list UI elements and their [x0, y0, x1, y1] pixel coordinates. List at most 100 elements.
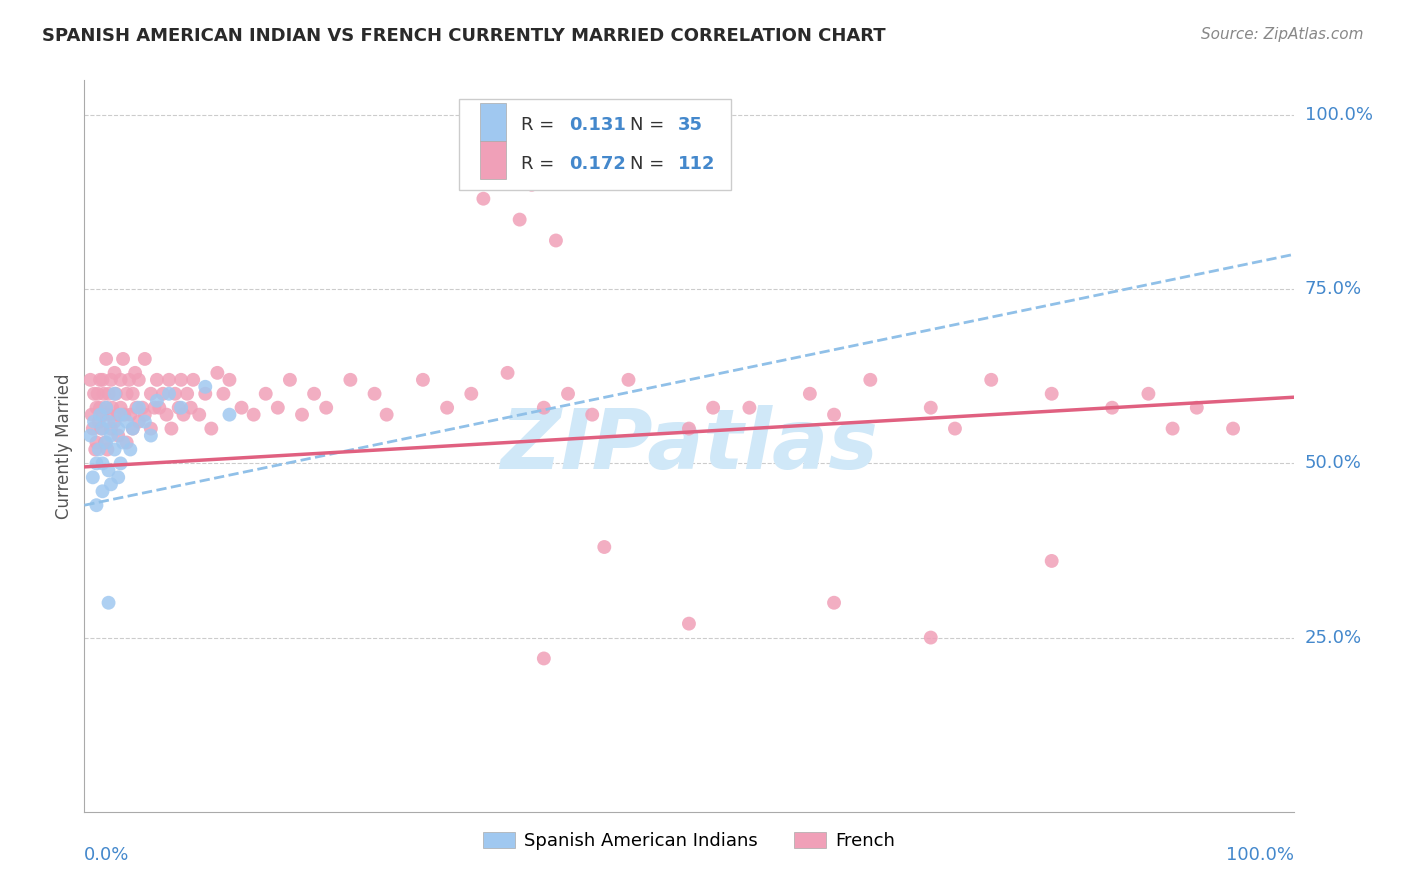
- Point: [100, 477, 122, 491]
- Point: [617, 373, 640, 387]
- Point: [242, 408, 264, 422]
- Point: [107, 470, 129, 484]
- Point: [104, 415, 127, 429]
- Point: [472, 192, 495, 206]
- Point: [139, 428, 162, 442]
- Point: [170, 401, 193, 415]
- Point: [86, 435, 108, 450]
- Text: N =: N =: [630, 155, 669, 173]
- Point: [267, 401, 290, 415]
- Point: [412, 373, 434, 387]
- Point: [231, 401, 253, 415]
- Text: 75.0%: 75.0%: [1305, 280, 1362, 298]
- Point: [920, 631, 942, 645]
- Text: 0.131: 0.131: [569, 117, 626, 135]
- Point: [104, 442, 127, 457]
- Point: [520, 178, 543, 192]
- Point: [363, 386, 385, 401]
- Text: 100.0%: 100.0%: [1305, 106, 1372, 124]
- Text: Source: ZipAtlas.com: Source: ZipAtlas.com: [1201, 27, 1364, 42]
- Point: [180, 401, 202, 415]
- Point: [173, 408, 195, 422]
- Point: [859, 373, 882, 387]
- Point: [104, 386, 127, 401]
- Point: [943, 421, 966, 435]
- Point: [218, 408, 240, 422]
- Point: [112, 351, 135, 366]
- Point: [157, 386, 180, 401]
- Point: [157, 373, 180, 387]
- Point: [823, 596, 845, 610]
- Point: [94, 401, 117, 415]
- Point: [188, 408, 211, 422]
- Point: [165, 386, 187, 401]
- Point: [1222, 421, 1244, 435]
- Text: 50.0%: 50.0%: [1305, 454, 1361, 473]
- Point: [118, 373, 141, 387]
- Point: [91, 373, 114, 387]
- Point: [738, 401, 761, 415]
- Legend: Spanish American Indians, French: Spanish American Indians, French: [475, 825, 903, 857]
- Point: [110, 408, 132, 422]
- Point: [170, 373, 193, 387]
- Point: [112, 408, 135, 422]
- Point: [110, 373, 132, 387]
- Text: N =: N =: [630, 117, 669, 135]
- Point: [702, 401, 724, 415]
- Text: SPANISH AMERICAN INDIAN VS FRENCH CURRENTLY MARRIED CORRELATION CHART: SPANISH AMERICAN INDIAN VS FRENCH CURREN…: [42, 27, 886, 45]
- Point: [107, 428, 129, 442]
- Point: [91, 457, 114, 471]
- Point: [678, 421, 700, 435]
- Point: [160, 421, 183, 435]
- Point: [920, 401, 942, 415]
- Point: [678, 616, 700, 631]
- Point: [112, 435, 135, 450]
- Point: [107, 421, 129, 435]
- Point: [1185, 401, 1208, 415]
- Point: [460, 386, 482, 401]
- Point: [115, 415, 138, 429]
- Point: [110, 401, 132, 415]
- Point: [155, 408, 177, 422]
- Text: 35: 35: [678, 117, 703, 135]
- Point: [97, 415, 120, 429]
- Text: 25.0%: 25.0%: [1305, 629, 1362, 647]
- Text: R =: R =: [520, 155, 560, 173]
- Point: [83, 386, 105, 401]
- Point: [134, 408, 156, 422]
- FancyBboxPatch shape: [479, 141, 506, 179]
- Point: [97, 386, 120, 401]
- Point: [89, 401, 111, 415]
- Point: [84, 442, 107, 457]
- Point: [544, 234, 567, 248]
- Point: [134, 415, 156, 429]
- Point: [100, 428, 122, 442]
- Point: [121, 421, 143, 435]
- Point: [200, 421, 222, 435]
- Y-axis label: Currently Married: Currently Married: [55, 373, 73, 519]
- Text: 0.172: 0.172: [569, 155, 626, 173]
- Point: [496, 366, 519, 380]
- Point: [87, 442, 110, 457]
- Point: [212, 386, 235, 401]
- Point: [115, 386, 138, 401]
- Point: [121, 421, 143, 435]
- Point: [139, 386, 162, 401]
- Point: [581, 408, 603, 422]
- Point: [79, 373, 101, 387]
- Text: ZIPatlas: ZIPatlas: [501, 406, 877, 486]
- Text: 0.0%: 0.0%: [84, 847, 129, 864]
- Point: [91, 421, 114, 435]
- FancyBboxPatch shape: [460, 99, 731, 190]
- Point: [86, 498, 108, 512]
- Point: [100, 373, 122, 387]
- Point: [90, 421, 112, 435]
- Point: [86, 401, 108, 415]
- Point: [128, 373, 150, 387]
- Point: [799, 386, 821, 401]
- Point: [139, 421, 162, 435]
- Point: [131, 401, 153, 415]
- Point: [315, 401, 337, 415]
- Point: [93, 386, 115, 401]
- Point: [533, 651, 555, 665]
